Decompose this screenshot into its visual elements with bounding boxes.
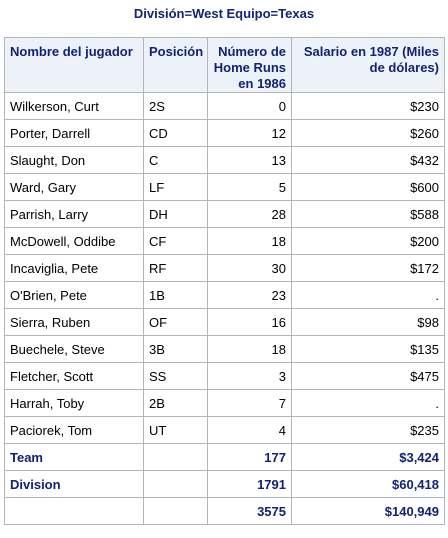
salary-cell: $600 [291, 173, 445, 201]
player-name-cell: Wilkerson, Curt [4, 92, 144, 120]
home-runs-cell: 5 [207, 173, 292, 201]
summary-position-cell [143, 470, 208, 498]
table-row: Wilkerson, Curt 2S 0 $230 [4, 92, 445, 120]
position-cell: RF [143, 254, 208, 282]
position-cell: DH [143, 200, 208, 228]
summary-label-cell: Team [4, 443, 144, 471]
position-cell: CF [143, 227, 208, 255]
summary-salary-cell: $60,418 [291, 470, 445, 498]
player-name-cell: Incaviglia, Pete [4, 254, 144, 282]
column-header-home-runs: Número de Home Runs en 1986 [207, 37, 292, 93]
home-runs-cell: 12 [207, 119, 292, 147]
salary-cell: $235 [291, 416, 445, 444]
salary-cell: $260 [291, 119, 445, 147]
report-title: División=West Equipo=Texas [133, 6, 315, 21]
player-name-cell: Fletcher, Scott [4, 362, 144, 390]
salary-cell: $98 [291, 308, 445, 336]
summary-row: Team 177 $3,424 [4, 443, 445, 471]
table-row: Harrah, Toby 2B 7. [4, 389, 445, 417]
player-name-cell: Paciorek, Tom [4, 416, 144, 444]
home-runs-cell: 4 [207, 416, 292, 444]
position-cell: 2S [143, 92, 208, 120]
table-row: Sierra, Ruben OF 16 $98 [4, 308, 445, 336]
salary-cell: $588 [291, 200, 445, 228]
table-row: Ward, Gary LF 5 $600 [4, 173, 445, 201]
position-cell: UT [143, 416, 208, 444]
player-name-cell: McDowell, Oddibe [4, 227, 144, 255]
summary-position-cell [143, 497, 208, 525]
summary-salary-cell: $3,424 [291, 443, 445, 471]
position-cell: 1B [143, 281, 208, 309]
table-row: Fletcher, Scott SS 3 $475 [4, 362, 445, 390]
position-cell: LF [143, 173, 208, 201]
salary-cell: . [291, 389, 445, 417]
table-row: Paciorek, Tom UT 4 $235 [4, 416, 445, 444]
table-header: Nombre del jugador Posición Número de Ho… [4, 37, 445, 93]
player-name-cell: Parrish, Larry [4, 200, 144, 228]
home-runs-cell: 30 [207, 254, 292, 282]
position-cell: C [143, 146, 208, 174]
player-name-cell: Ward, Gary [4, 173, 144, 201]
summary-home-runs-cell: 3575 [207, 497, 292, 525]
salary-cell: $135 [291, 335, 445, 363]
column-header-player-name: Nombre del jugador [4, 37, 144, 93]
home-runs-cell: 16 [207, 308, 292, 336]
summary-row: Division 1791 $60,418 [4, 470, 445, 498]
home-runs-cell: 28 [207, 200, 292, 228]
player-name-cell: Sierra, Ruben [4, 308, 144, 336]
table-row: Porter, Darrell CD 12 $260 [4, 119, 445, 147]
summary-home-runs-cell: 1791 [207, 470, 292, 498]
player-name-cell: Slaught, Don [4, 146, 144, 174]
position-cell: 3B [143, 335, 208, 363]
home-runs-cell: 3 [207, 362, 292, 390]
home-runs-cell: 7 [207, 389, 292, 417]
home-runs-cell: 23 [207, 281, 292, 309]
position-cell: SS [143, 362, 208, 390]
home-runs-cell: 0 [207, 92, 292, 120]
summary-row: 3575 $140,949 [4, 497, 445, 525]
home-runs-cell: 13 [207, 146, 292, 174]
player-name-cell: Harrah, Toby [4, 389, 144, 417]
position-cell: CD [143, 119, 208, 147]
position-cell: 2B [143, 389, 208, 417]
header-row: Nombre del jugador Posición Número de Ho… [4, 37, 445, 93]
table-row: McDowell, Oddibe CF 18 $200 [4, 227, 445, 255]
player-name-cell: O'Brien, Pete [4, 281, 144, 309]
salary-cell: $230 [291, 92, 445, 120]
table-row: O'Brien, Pete 1B 23. [4, 281, 445, 309]
salary-cell: . [291, 281, 445, 309]
summary-position-cell [143, 443, 208, 471]
table-body: Wilkerson, Curt 2S 0 $230 Porter, Darrell CD 1… [4, 92, 445, 525]
salary-cell: $172 [291, 254, 445, 282]
home-runs-cell: 18 [207, 335, 292, 363]
player-name-cell: Buechele, Steve [4, 335, 144, 363]
summary-label-cell: Division [4, 470, 144, 498]
column-header-position: Posición [143, 37, 208, 93]
table-row: Incaviglia, Pete RF 30 $172 [4, 254, 445, 282]
salary-cell: $200 [291, 227, 445, 255]
player-name-cell: Porter, Darrell [4, 119, 144, 147]
summary-salary-cell: $140,949 [291, 497, 445, 525]
position-cell: OF [143, 308, 208, 336]
table-row: Slaught, Don C 13 $432 [4, 146, 445, 174]
column-header-salary: Salario en 1987 (Miles de dólares) [291, 37, 445, 93]
salary-cell: $475 [291, 362, 445, 390]
summary-home-runs-cell: 177 [207, 443, 292, 471]
summary-label-cell [4, 497, 144, 525]
table-row: Buechele, Steve 3B 18 $135 [4, 335, 445, 363]
table-row: Parrish, Larry DH 28 $588 [4, 200, 445, 228]
salary-cell: $432 [291, 146, 445, 174]
report-table: Nombre del jugador Posición Número de Ho… [4, 37, 445, 525]
home-runs-cell: 18 [207, 227, 292, 255]
